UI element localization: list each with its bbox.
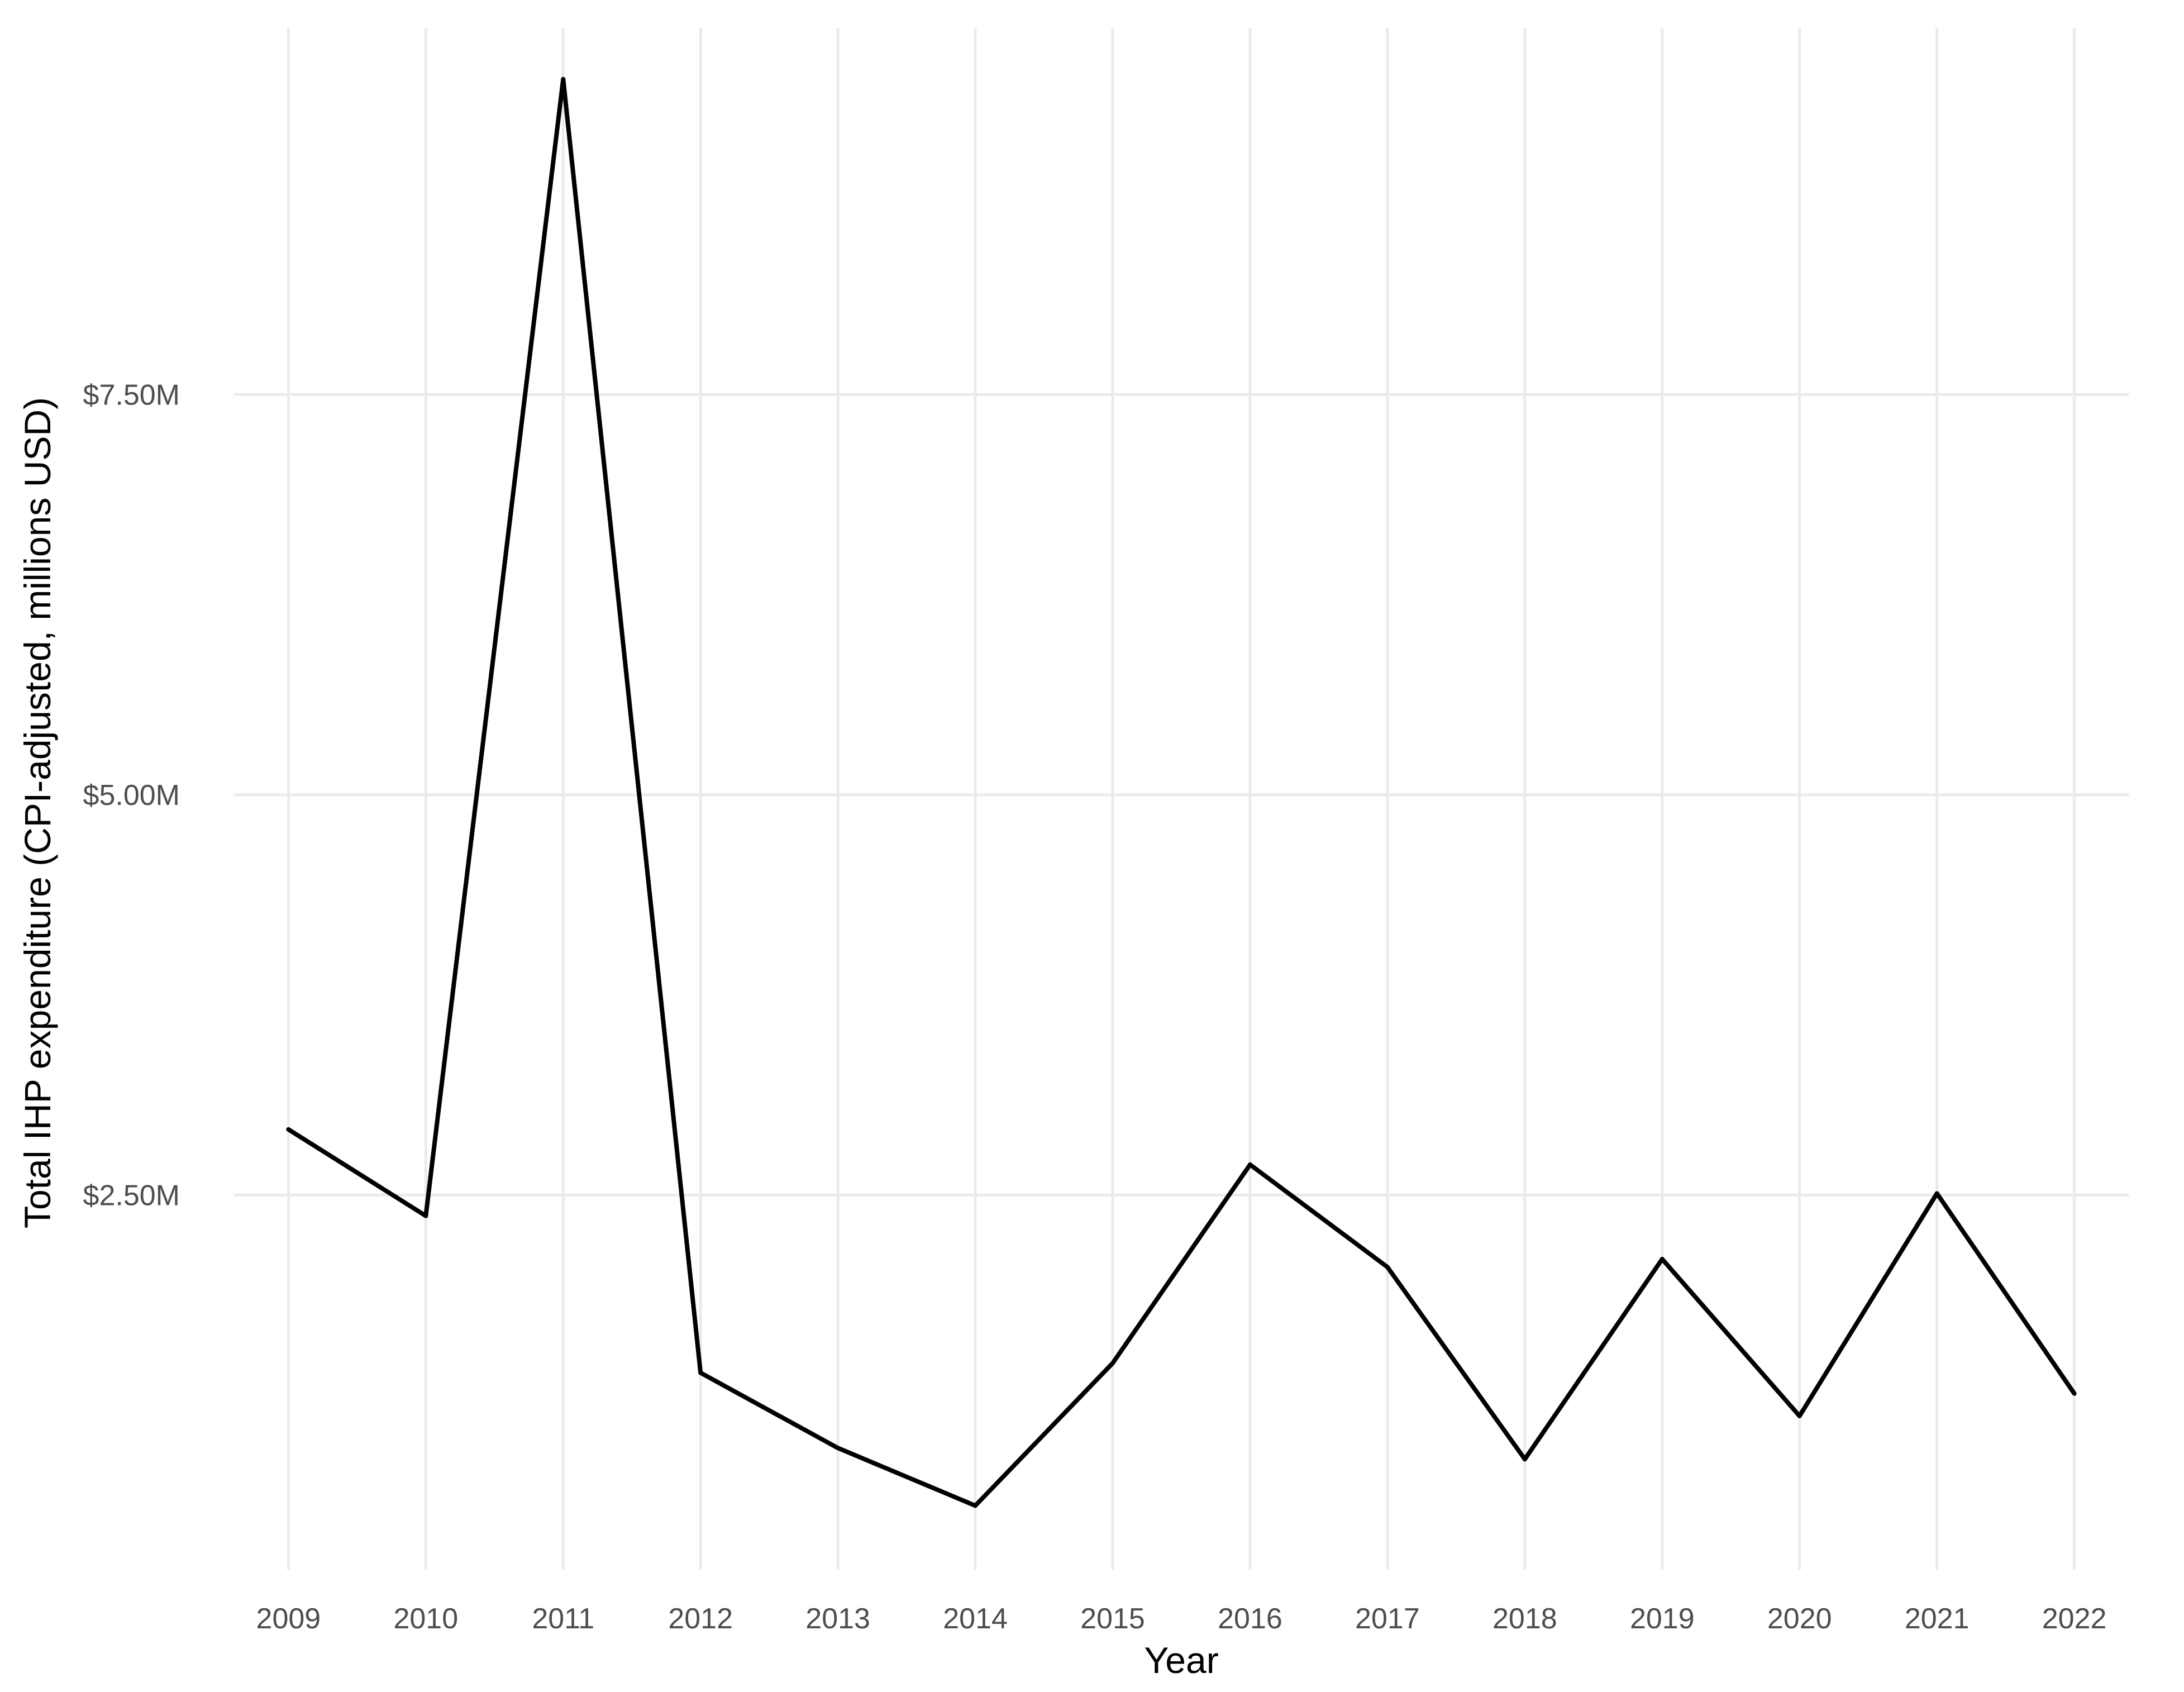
y-tick-label: $5.00M <box>83 779 180 812</box>
data-point <box>1522 1457 1527 1462</box>
data-point <box>2072 1391 2077 1396</box>
data-point <box>1797 1413 1802 1418</box>
y-axis-title: Total IHP expenditure (CPI-adjusted, mil… <box>17 397 58 1228</box>
grid-layer <box>233 28 2129 1570</box>
data-point <box>423 1213 428 1218</box>
x-tick-label: 2016 <box>1218 1603 1282 1635</box>
x-tick-label: 2010 <box>393 1603 458 1635</box>
data-point <box>698 1370 703 1375</box>
y-tick-label: $7.50M <box>83 379 180 411</box>
x-tick-label: 2011 <box>532 1603 594 1635</box>
x-tick-label: 2020 <box>1767 1603 1832 1635</box>
data-point <box>561 77 566 82</box>
data-point <box>1660 1257 1665 1261</box>
data-point <box>1247 1162 1252 1167</box>
x-tick-label: 2021 <box>1905 1603 1970 1635</box>
data-point <box>973 1503 978 1508</box>
series-line <box>287 77 2076 1508</box>
tick-layer: $2.50M $5.00M $7.50M 2009 2010 2011 2012 2013 20… <box>83 379 2107 1635</box>
y-tick-label: $2.50M <box>83 1179 180 1212</box>
data-point <box>836 1446 841 1451</box>
x-tick-label: 2012 <box>668 1603 733 1635</box>
x-tick-label: 2018 <box>1492 1603 1557 1635</box>
x-tick-label: 2019 <box>1630 1603 1695 1635</box>
x-tick-label: 2015 <box>1080 1603 1145 1635</box>
data-point <box>1934 1191 1939 1196</box>
series-layer <box>286 77 2077 1508</box>
x-tick-label: 2013 <box>805 1603 870 1635</box>
x-axis-title: Year <box>1144 1639 1218 1681</box>
data-point <box>1385 1265 1390 1270</box>
data-point <box>1110 1361 1115 1366</box>
x-tick-label: 2022 <box>2042 1603 2107 1635</box>
x-tick-label: 2017 <box>1355 1603 1420 1635</box>
x-tick-label: 2014 <box>943 1603 1008 1635</box>
data-point <box>286 1127 291 1132</box>
x-tick-label: 2009 <box>256 1603 321 1635</box>
